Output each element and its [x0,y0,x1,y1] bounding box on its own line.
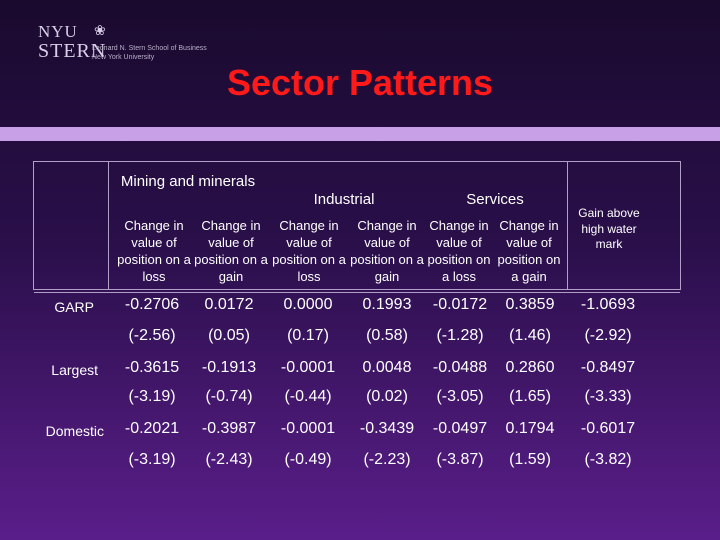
table-cell: (-3.82) [584,451,632,468]
table-cell: -0.0172 [432,296,488,313]
group-header-mining: Mining and minerals [120,173,256,190]
subheader-cell: Change in value of position on a loss [117,218,191,284]
subheader-cell: Change in value of position on a gain [497,218,561,284]
subheader-cell: Change in value of position on a gain [350,218,424,284]
table-cell: -0.3615 [124,359,180,376]
group-header-industrial: Industrial [313,191,375,208]
logo-subtitle-2: New York University [92,54,155,61]
logo-line-2: STERN [38,40,107,62]
torch-icon: ❀ [94,22,106,38]
table-cell: 0.1794 [505,420,555,437]
header-separator [34,292,680,293]
table-cell: -0.0001 [280,359,336,376]
logo-subtitle-1: Leonard N. Stern School of Business [92,45,207,52]
subheader-cell: Change in value of position on a loss [427,218,491,284]
table-cell: (0.17) [287,327,329,344]
table-cell: 0.0172 [204,296,254,313]
table-cell: -0.6017 [580,420,636,437]
logo-line-1: NYU [38,22,78,41]
table-cell: 0.0000 [283,296,333,313]
table-cell: -0.3439 [359,420,415,437]
table-cell: (-0.44) [284,388,332,405]
row-label-domestic: Domestic [45,423,104,439]
table-cell: -0.0001 [280,420,336,437]
table-cell: (-2.23) [363,451,411,468]
table-cell: (-3.19) [128,388,176,405]
table-cell: (-2.43) [205,451,253,468]
group-header-services: Services [466,191,524,208]
table-cell: -0.1913 [201,359,257,376]
table-cell: 0.3859 [505,296,555,313]
table-cell: -0.2021 [124,420,180,437]
table-cell: (-3.05) [436,388,484,405]
table-cell: (-2.56) [128,327,176,344]
column-divider [108,161,109,289]
table-cell: (-3.19) [128,451,176,468]
table-cell: -0.0497 [432,420,488,437]
table-cell: -1.0693 [580,296,636,313]
table-frame [33,161,681,293]
subheader-cell: Change in value of position on a loss [272,218,346,284]
table-cell: (0.05) [208,327,250,344]
subheader-cell: Change in value of position on a gain [194,218,268,284]
table-cell: (-0.49) [284,451,332,468]
table-cell: -0.0488 [432,359,488,376]
table-cell: (1.59) [509,451,551,468]
table-cell: -0.8497 [580,359,636,376]
slide-title: Sector Patterns [226,62,494,103]
row-label-largest: Largest [51,362,98,378]
table-cell: (0.02) [366,388,408,405]
row-label-garp: GARP [54,299,94,315]
school-logo: NYU ❀ STERN Leonard N. Stern School of B… [38,22,208,64]
table-cell: (0.58) [366,327,408,344]
table-cell: 0.1993 [362,296,412,313]
subheader-gain-above-hwm: Gain above high water mark [578,206,640,251]
table-cell: (-3.87) [436,451,484,468]
column-divider [567,161,568,289]
table-cell: (-0.74) [205,388,253,405]
table-cell: (-2.92) [584,327,632,344]
table-cell: 0.2860 [505,359,555,376]
table-cell: (1.46) [509,327,551,344]
table-cell: 0.0048 [362,359,412,376]
table-cell: (1.65) [509,388,551,405]
table-cell: (-3.33) [584,388,632,405]
table-cell: -0.3987 [201,420,257,437]
table-cell: (-1.28) [436,327,484,344]
table-cell: -0.2706 [124,296,180,313]
title-accent-bar [0,127,720,141]
